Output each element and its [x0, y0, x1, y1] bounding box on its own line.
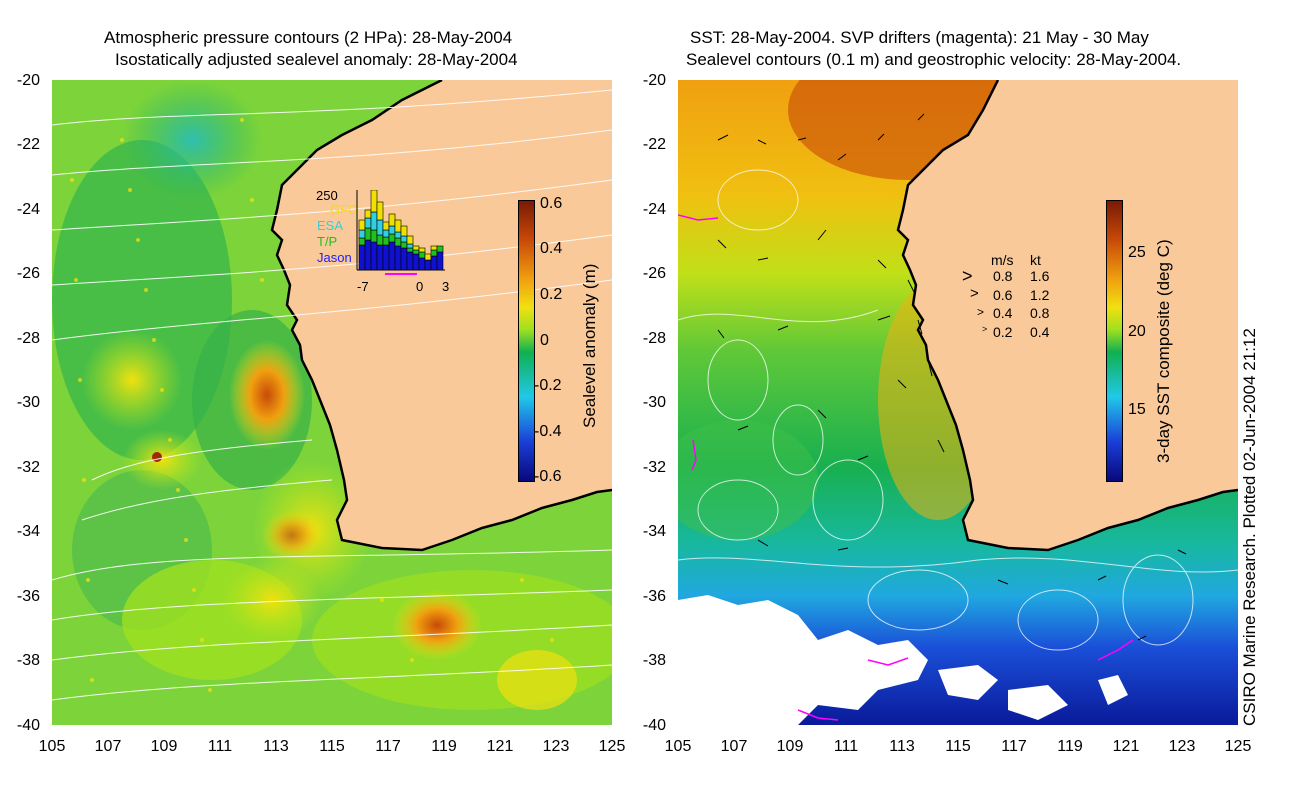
- sla-colorbar-tick: 0.4: [540, 240, 563, 257]
- sst-map-svg: [678, 80, 1238, 725]
- right-x-tick: 125: [1224, 738, 1252, 755]
- sla-colorbar-tick: -0.4: [534, 423, 562, 440]
- right-y-tick: -22: [642, 136, 666, 153]
- left-y-tick: -32: [16, 459, 40, 476]
- left-y-tick: -36: [16, 588, 40, 605]
- velocity-legend-ms: 0.8: [993, 268, 1013, 284]
- hist-x-tick: 3: [442, 279, 450, 294]
- sla-colorbar-tick: 0: [540, 332, 549, 349]
- left-title-line2: Isostatically adjusted sealevel anomaly:…: [115, 50, 518, 69]
- velocity-legend-kt: 0.8: [1030, 305, 1050, 321]
- velocity-legend-kt: 0.4: [1030, 324, 1050, 340]
- sealevel-contours: [678, 169, 1238, 651]
- sla-colorbar-label: Sealevel anomaly (m): [580, 263, 599, 428]
- left-x-tick: 123: [542, 738, 570, 755]
- left-x-tick: 115: [319, 738, 345, 755]
- left-y-tick: -26: [16, 265, 40, 282]
- right-map[interactable]: [678, 80, 1238, 725]
- right-x-tick: 113: [889, 738, 915, 755]
- right-y-tick: -30: [642, 394, 666, 411]
- hist-legend-jason: Jason: [317, 250, 352, 265]
- svp-drifter-tracks: [678, 214, 1134, 721]
- hist-ymax-label: 250: [316, 188, 338, 203]
- velocity-legend-ms: 0.6: [993, 287, 1013, 303]
- left-x-tick: 105: [38, 738, 66, 755]
- cloud-mask: [678, 595, 1128, 725]
- hist-x-tick: 0: [416, 279, 424, 294]
- velocity-legend-header-ms: m/s: [991, 252, 1014, 268]
- hist-legend-esa: ESA: [317, 218, 344, 233]
- velocity-arrow-icon: >: [982, 324, 988, 334]
- left-x-tick: 107: [94, 738, 122, 755]
- right-y-tick: -38: [642, 652, 666, 669]
- right-y-tick: -26: [642, 265, 666, 282]
- right-y-tick: -28: [642, 330, 666, 347]
- sla-colorbar-tick: 0.6: [540, 195, 563, 212]
- velocity-arrow-icon: >: [970, 285, 979, 302]
- sla-colorbar-tick: -0.6: [534, 468, 562, 485]
- velocity-arrow-icon: >: [962, 266, 973, 286]
- left-x-tick: 113: [263, 738, 289, 755]
- right-y-tick: -32: [642, 459, 666, 476]
- right-x-tick: 123: [1168, 738, 1196, 755]
- sla-colorbar-tick: -0.2: [534, 377, 562, 394]
- left-x-tick: 125: [598, 738, 626, 755]
- credit-text: CSIRO Marine Research. Plotted 02-Jun-20…: [1240, 328, 1259, 726]
- coastline: [896, 80, 1238, 552]
- left-y-tick: -22: [16, 136, 40, 153]
- right-x-tick: 119: [1057, 738, 1083, 755]
- hist-svg: [356, 190, 445, 275]
- altimeter-tracks: [70, 118, 554, 692]
- right-x-tick: 109: [776, 738, 804, 755]
- left-y-tick: -24: [16, 201, 40, 218]
- velocity-legend-ms: 0.2: [993, 324, 1013, 340]
- left-y-tick: -20: [16, 72, 40, 89]
- left-y-tick: -34: [16, 523, 40, 540]
- right-y-tick: -20: [642, 72, 666, 89]
- hist-legend-gfo: GFO: [330, 202, 359, 217]
- right-x-tick: 121: [1112, 738, 1140, 755]
- velocity-arrow-icon: >: [977, 305, 985, 319]
- left-x-tick: 111: [207, 738, 233, 755]
- right-title-line2: Sealevel contours (0.1 m) and geostrophi…: [686, 50, 1182, 69]
- left-y-tick: -40: [16, 717, 40, 734]
- right-y-tick: -24: [642, 201, 666, 218]
- sst-colorbar-label: 3-day SST composite (deg C): [1154, 239, 1173, 463]
- velocity-legend-ms: 0.4: [993, 305, 1013, 321]
- sla-colorbar: [518, 200, 535, 482]
- right-x-tick: 115: [945, 738, 971, 755]
- left-x-tick: 117: [375, 738, 401, 755]
- sst-colorbar-tick: 25: [1128, 244, 1146, 261]
- hist-x-tick: -7: [357, 279, 369, 294]
- left-title-line1: Atmospheric pressure contours (2 HPa): 2…: [104, 28, 513, 47]
- right-x-tick: 107: [720, 738, 748, 755]
- left-x-tick: 109: [150, 738, 178, 755]
- coastline: [270, 80, 612, 552]
- hist-bars: [358, 190, 444, 271]
- right-y-tick: -34: [642, 523, 666, 540]
- geostrophic-velocity-arrows: [717, 113, 1187, 641]
- left-x-tick: 121: [486, 738, 514, 755]
- pressure-contours: [52, 89, 612, 701]
- right-x-tick: 117: [1001, 738, 1027, 755]
- right-x-tick: 105: [664, 738, 692, 755]
- hist-legend-tp: T/P: [317, 234, 338, 249]
- velocity-legend-kt: 1.6: [1030, 268, 1050, 284]
- sst-colorbar-tick: 15: [1128, 401, 1146, 418]
- right-title-line1: SST: 28-May-2004. SVP drifters (magenta)…: [690, 28, 1149, 47]
- velocity-legend-kt: 1.2: [1030, 287, 1050, 303]
- sst-colorbar: [1106, 200, 1123, 482]
- sst-colorbar-tick: 20: [1128, 323, 1146, 340]
- left-y-tick: -28: [16, 330, 40, 347]
- australia-land: [898, 80, 1238, 550]
- sla-colorbar-tick: 0.2: [540, 286, 563, 303]
- left-x-tick: 119: [431, 738, 457, 755]
- right-y-tick: -40: [642, 717, 666, 734]
- right-x-tick: 111: [833, 738, 859, 755]
- left-y-tick: -38: [16, 652, 40, 669]
- velocity-legend-header-kt: kt: [1030, 252, 1041, 268]
- right-y-tick: -36: [642, 588, 666, 605]
- left-y-tick: -30: [16, 394, 40, 411]
